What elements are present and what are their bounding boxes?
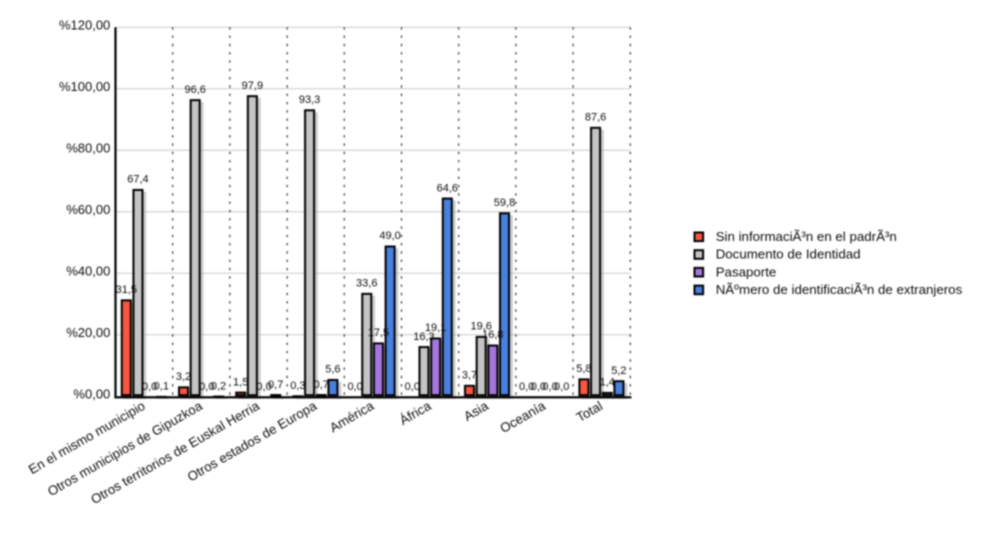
- svg-text:0,0: 0,0: [256, 381, 271, 393]
- svg-text:NÃºmero de identificaciÃ³n de: NÃºmero de identificaciÃ³n de extranjero…: [716, 282, 963, 297]
- svg-text:19,6: 19,6: [470, 321, 491, 333]
- svg-text:%60,00: %60,00: [66, 202, 110, 217]
- svg-text:67,4: 67,4: [127, 174, 148, 186]
- svg-text:49,0: 49,0: [379, 230, 400, 242]
- svg-text:17,5: 17,5: [368, 327, 389, 339]
- svg-text:%40,00: %40,00: [66, 263, 110, 278]
- svg-text:0,0: 0,0: [554, 381, 569, 393]
- svg-text:%0,00: %0,00: [73, 386, 110, 401]
- svg-text:0,7: 0,7: [314, 379, 329, 391]
- svg-text:0,0: 0,0: [199, 381, 214, 393]
- svg-text:0,0: 0,0: [531, 381, 546, 393]
- svg-text:0,2: 0,2: [211, 380, 226, 392]
- svg-text:%80,00: %80,00: [66, 140, 110, 155]
- svg-text:59,8: 59,8: [494, 197, 515, 209]
- svg-text:0,0: 0,0: [519, 381, 534, 393]
- svg-text:33,6: 33,6: [356, 278, 377, 290]
- svg-text:31,5: 31,5: [116, 284, 137, 296]
- svg-text:64,6: 64,6: [437, 182, 458, 194]
- svg-text:1,4: 1,4: [600, 377, 615, 389]
- svg-text:Sin informaciÃ³n en el padrÃ³n: Sin informaciÃ³n en el padrÃ³n: [716, 229, 897, 244]
- svg-text:Pasaporte: Pasaporte: [716, 264, 777, 279]
- svg-text:16,8: 16,8: [482, 329, 503, 341]
- svg-text:Documento de Identidad: Documento de Identidad: [716, 247, 861, 262]
- svg-text:93,3: 93,3: [299, 94, 320, 106]
- svg-text:96,6: 96,6: [184, 84, 205, 96]
- svg-text:0,0: 0,0: [142, 381, 157, 393]
- svg-text:5,2: 5,2: [611, 365, 626, 377]
- svg-text:0,3: 0,3: [290, 380, 305, 392]
- svg-text:87,6: 87,6: [585, 112, 606, 124]
- svg-text:%120,00: %120,00: [59, 17, 110, 32]
- svg-text:3,2: 3,2: [176, 371, 191, 383]
- svg-text:0,0: 0,0: [542, 381, 557, 393]
- svg-text:5,6: 5,6: [325, 364, 340, 376]
- svg-text:5,8: 5,8: [576, 363, 591, 375]
- svg-text:97,9: 97,9: [242, 80, 263, 92]
- svg-text:19,1: 19,1: [425, 322, 446, 334]
- svg-text:1,5: 1,5: [233, 376, 248, 388]
- svg-text:0,0: 0,0: [405, 381, 420, 393]
- svg-text:%20,00: %20,00: [66, 325, 110, 340]
- svg-text:3,7: 3,7: [462, 370, 477, 382]
- svg-text:0,0: 0,0: [347, 381, 362, 393]
- svg-text:0,7: 0,7: [268, 379, 283, 391]
- svg-text:%100,00: %100,00: [59, 79, 110, 94]
- svg-text:16,3: 16,3: [413, 331, 434, 343]
- svg-text:0,1: 0,1: [154, 381, 169, 393]
